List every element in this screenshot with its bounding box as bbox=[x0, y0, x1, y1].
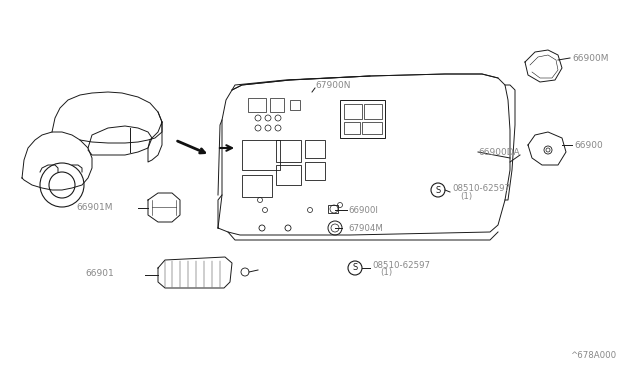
Text: 66900: 66900 bbox=[574, 141, 603, 150]
Text: 67904M: 67904M bbox=[348, 224, 383, 232]
Bar bbox=[276, 140, 301, 162]
Text: S: S bbox=[353, 263, 358, 273]
Text: 66900DA: 66900DA bbox=[478, 148, 520, 157]
Bar bbox=[270, 98, 284, 112]
Bar bbox=[305, 140, 325, 158]
Text: 66900M: 66900M bbox=[572, 54, 609, 62]
Text: (1): (1) bbox=[380, 269, 392, 278]
Text: ^678A000: ^678A000 bbox=[570, 350, 616, 359]
Bar bbox=[242, 175, 272, 197]
Text: 08510-62597: 08510-62597 bbox=[372, 260, 430, 269]
Text: S: S bbox=[435, 186, 440, 195]
Bar bbox=[340, 100, 385, 138]
Bar bbox=[242, 140, 280, 170]
Bar bbox=[362, 122, 382, 134]
Bar bbox=[328, 205, 338, 213]
Text: (1): (1) bbox=[460, 192, 472, 201]
Bar bbox=[276, 165, 301, 185]
Bar bbox=[305, 162, 325, 180]
Text: 66901M: 66901M bbox=[76, 202, 113, 212]
Bar bbox=[344, 104, 362, 119]
Bar bbox=[290, 100, 300, 110]
Bar bbox=[344, 122, 360, 134]
Text: 08510-62597: 08510-62597 bbox=[452, 183, 510, 192]
Text: 66901: 66901 bbox=[85, 269, 114, 278]
Bar bbox=[248, 98, 266, 112]
Text: 67900N: 67900N bbox=[315, 80, 351, 90]
Bar bbox=[364, 104, 382, 119]
Text: 66900I: 66900I bbox=[348, 205, 378, 215]
